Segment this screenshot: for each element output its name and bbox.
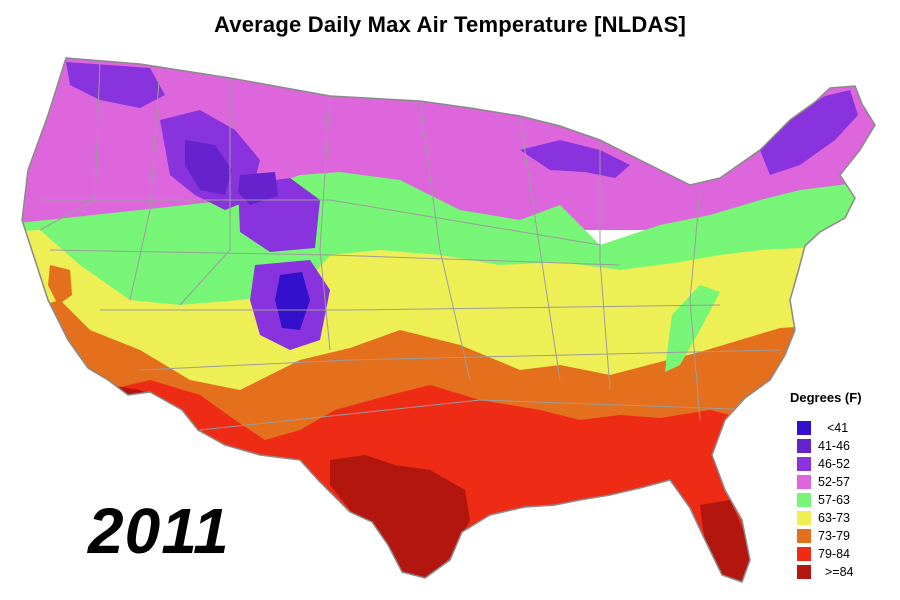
- legend-swatch: [797, 565, 811, 579]
- legend-item-label: 52-57: [818, 475, 850, 489]
- zone-84-plus-florida: [700, 500, 752, 582]
- legend-item: 57-63: [797, 491, 890, 509]
- legend-title: Degrees (F): [790, 390, 862, 405]
- legend-item: <41: [797, 419, 890, 437]
- zone-73-79-california: [48, 265, 72, 305]
- legend-item-label: 46-52: [818, 457, 850, 471]
- legend-item: 46-52: [797, 455, 890, 473]
- zone-46-52-montana-north: [66, 62, 165, 108]
- legend-item-label: 73-79: [818, 529, 850, 543]
- legend-swatch: [797, 439, 811, 453]
- legend: Degrees (F) <41 41-46 46-52 52-57 57-63 …: [780, 390, 890, 581]
- zone-41-46-wyoming: [238, 172, 278, 205]
- legend-swatch: [797, 493, 811, 507]
- year-label: 2011: [88, 495, 230, 567]
- legend-item: 73-79: [797, 527, 890, 545]
- state-boundaries: [39, 59, 781, 431]
- legend-item: >=84: [797, 563, 890, 581]
- legend-item: 52-57: [797, 473, 890, 491]
- legend-item-label: 63-73: [818, 511, 850, 525]
- legend-swatch: [797, 511, 811, 525]
- map-title: Average Daily Max Air Temperature [NLDAS…: [214, 12, 686, 37]
- zone-84-plus-texas: [330, 455, 470, 582]
- legend-item-label: <41: [827, 421, 849, 435]
- zone-46-52-great-lakes: [520, 140, 630, 178]
- zone-52-57: [22, 58, 875, 230]
- legend-swatch: [797, 475, 811, 489]
- legend-item-label: 57-63: [818, 493, 850, 507]
- legend-swatch: [797, 421, 811, 435]
- legend-item: 63-73: [797, 509, 890, 527]
- zone-41-46-rockies-north: [185, 140, 232, 195]
- legend-item-label: 41-46: [818, 439, 850, 453]
- legend-swatch: [797, 457, 811, 471]
- legend-swatch: [797, 547, 811, 561]
- legend-item-label: 79-84: [818, 547, 850, 561]
- zone-under-41-colorado: [275, 272, 310, 330]
- legend-item: 79-84: [797, 545, 890, 563]
- legend-item-label: >=84: [825, 565, 854, 579]
- legend-item: 41-46: [797, 437, 890, 455]
- zone-46-52-northeast: [760, 90, 858, 175]
- legend-swatch: [797, 529, 811, 543]
